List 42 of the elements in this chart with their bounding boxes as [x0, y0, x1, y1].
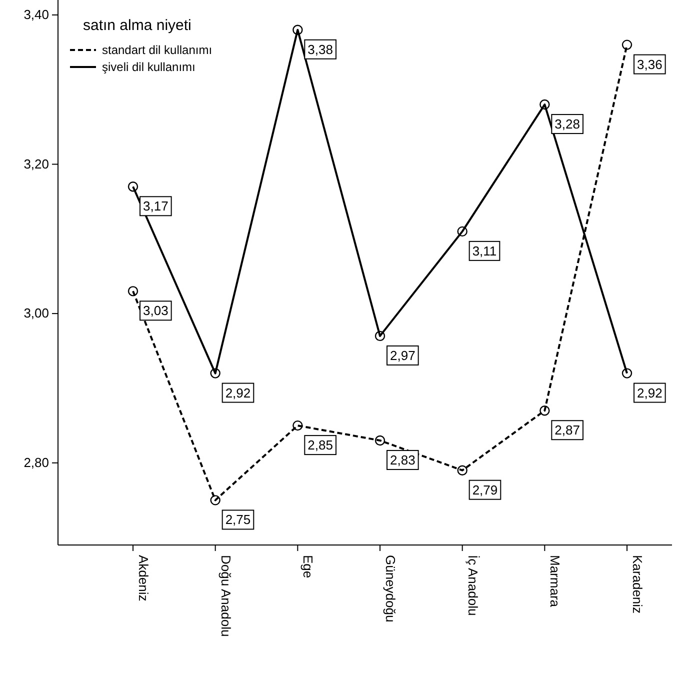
data-label: 3,28 — [554, 116, 580, 132]
data-label: 2,83 — [390, 452, 416, 468]
x-tick-label: Marmara — [548, 555, 563, 608]
x-tick-label: Doğu Anadolu — [218, 555, 234, 637]
x-tick-label: Güneydoğu — [383, 555, 398, 622]
legend-title: satın alma niyeti — [83, 17, 192, 34]
point — [292, 420, 303, 431]
y-tick-label: 3,20 — [24, 156, 49, 172]
point — [622, 368, 632, 378]
data-label: 3,11 — [472, 243, 497, 258]
point — [292, 24, 303, 35]
legend-label: standart dil kullanımı — [102, 43, 212, 57]
x-tick-label: Ege — [300, 555, 316, 578]
data-label: 2,79 — [472, 482, 498, 498]
point — [374, 435, 386, 446]
data-label: 2,75 — [225, 512, 251, 528]
data-label: 2,92 — [225, 385, 251, 400]
data-label: 3,03 — [143, 303, 168, 318]
x-tick-label: İç Anadolu — [465, 555, 480, 616]
data-label: 2,85 — [308, 438, 333, 453]
data-label: 3,38 — [308, 42, 333, 57]
data-label: 3,36 — [637, 56, 662, 72]
point — [457, 226, 468, 237]
data-label: 3,17 — [143, 198, 168, 214]
data-label: 2,97 — [390, 348, 416, 363]
point — [457, 465, 468, 476]
y-tick-label: 3,40 — [24, 7, 49, 22]
point — [210, 368, 220, 378]
y-tick-label: 2,80 — [24, 455, 49, 470]
point — [128, 286, 138, 296]
x-tick-label: Karadeniz — [630, 555, 645, 614]
legend-label: şiveli dil kullanımı — [102, 60, 196, 74]
data-label: 2,87 — [554, 422, 580, 438]
point — [374, 330, 386, 342]
point — [128, 182, 138, 192]
x-tick-label: Akdeniz — [136, 555, 151, 602]
data-label: 2,92 — [637, 385, 662, 400]
point — [622, 40, 632, 50]
point — [540, 406, 550, 416]
y-tick-label: 3,00 — [24, 306, 49, 321]
point — [540, 99, 550, 110]
point — [210, 495, 220, 506]
